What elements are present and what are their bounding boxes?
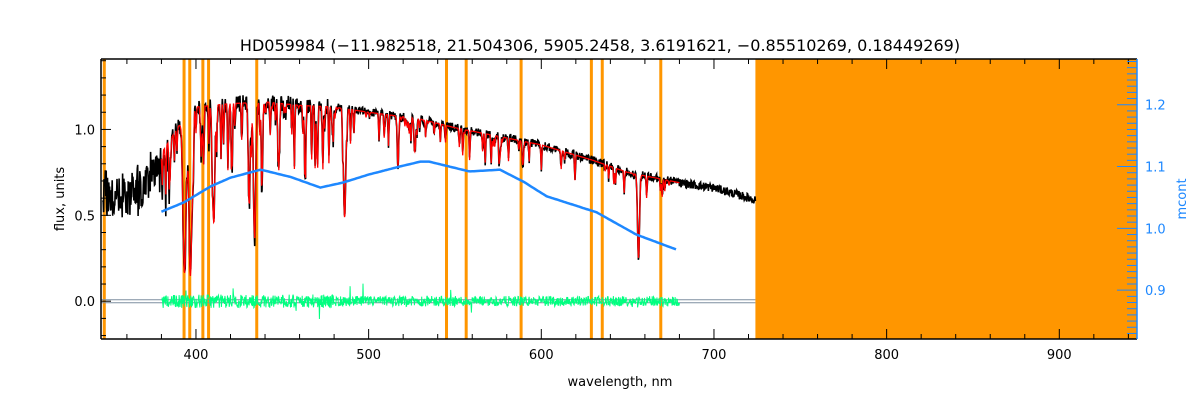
y2-tick-label: 1.2 (1145, 99, 1166, 114)
residual-line (161, 283, 680, 320)
x-tick-label: 700 (702, 348, 727, 363)
y2-tick-label: 1.1 (1145, 161, 1166, 176)
mask-line (207, 59, 211, 339)
mask-layer (102, 59, 1137, 339)
x-tick-label: 800 (874, 348, 899, 363)
x-tick-label: 600 (529, 348, 554, 363)
y2-axis-label: mcont (1175, 178, 1190, 219)
mask-line (201, 59, 205, 339)
mask-line (589, 59, 593, 339)
y-axis-label: flux, units (53, 167, 68, 232)
axes-layer: 400 500 600 700 800 900 0.0 0.5 1.0 0.9 1.0 1.1 1.2 (74, 58, 1166, 363)
x-tick-label: 400 (184, 348, 209, 363)
mask-line (600, 59, 604, 339)
mask-line (659, 59, 663, 339)
y2-tick-label: 1.0 (1145, 222, 1166, 237)
mcont-line (160, 160, 677, 251)
x-tick-label: 900 (1047, 348, 1072, 363)
chart-title: HD059984 (−11.982518, 21.504306, 5905.24… (240, 36, 960, 55)
mask-line (519, 59, 523, 339)
mask-line (445, 59, 449, 339)
y-tick-label: 0.0 (74, 295, 95, 310)
y-tick-label: 0.5 (74, 209, 95, 224)
x-axis-label: wavelength, nm (568, 375, 673, 390)
mask-line (255, 59, 259, 339)
x-tick-label: 500 (356, 348, 381, 363)
mask-band (755, 59, 1137, 339)
model-flux-line (160, 101, 680, 276)
mask-line (182, 59, 186, 339)
y2-tick-label: 0.9 (1145, 284, 1166, 299)
y-tick-label: 1.0 (74, 123, 95, 138)
mask-line (464, 59, 468, 339)
series-layer (101, 95, 757, 320)
